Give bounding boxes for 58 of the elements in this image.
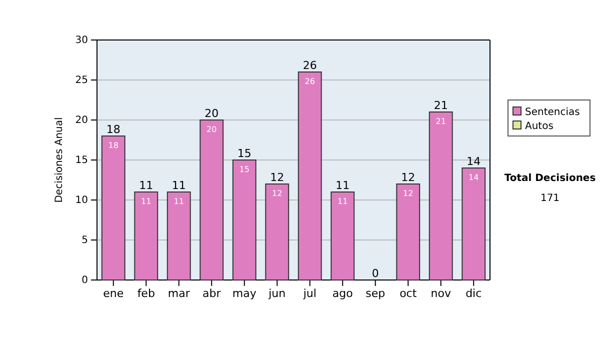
data-label: 15 <box>239 165 250 174</box>
bar <box>428 112 453 280</box>
y-tick-label: 0 <box>82 275 88 286</box>
y-tick-label: 15 <box>75 155 88 166</box>
total-label: 11 <box>139 179 154 192</box>
legend-label: Autos <box>525 121 554 132</box>
y-tick-label: 25 <box>75 75 88 86</box>
total-label: 20 <box>204 107 219 120</box>
total-label: 14 <box>466 155 481 168</box>
x-tick-label: sep <box>366 286 386 300</box>
y-tick-label: 5 <box>82 235 88 246</box>
text: Total Decisiones <box>504 173 596 184</box>
x-tick-label: ene <box>103 286 124 300</box>
bar <box>232 160 256 280</box>
data-label: 11 <box>141 197 152 206</box>
x-tick-label: may <box>232 286 257 300</box>
legend-label: Sentencias <box>525 107 580 118</box>
text: 171 <box>540 193 560 204</box>
data-label: 11 <box>338 197 348 206</box>
data-label: 26 <box>304 77 315 86</box>
bar <box>200 120 224 280</box>
data-label: 11 <box>174 197 184 206</box>
y-tick-label: 20 <box>75 115 88 126</box>
x-tick-label: mar <box>168 286 190 300</box>
bar <box>330 192 355 280</box>
bar <box>298 72 322 280</box>
total-label: 12 <box>401 171 416 184</box>
x-tick-label: jun <box>268 286 286 300</box>
x-tick-label: feb <box>137 286 155 300</box>
bar <box>462 168 486 280</box>
bar <box>166 192 191 280</box>
total-label: 11 <box>336 179 350 192</box>
bar <box>265 184 290 280</box>
total-label: 0 <box>372 267 379 280</box>
x-tick-label: oct <box>400 286 418 300</box>
x-tick-label: nov <box>430 286 452 300</box>
y-tick-label: 10 <box>75 195 88 206</box>
bar <box>396 184 420 280</box>
total-label: 26 <box>302 59 317 72</box>
x-tick-label: abr <box>202 286 222 300</box>
y-axis-title: Decisiones Anual <box>54 117 65 203</box>
total-label: 18 <box>106 123 120 136</box>
total-label: 15 <box>237 147 252 160</box>
y-tick-label: 30 <box>75 35 88 46</box>
data-label: 12 <box>403 189 414 198</box>
bar <box>134 192 158 280</box>
bar <box>101 136 126 280</box>
x-tick-label: ago <box>332 286 354 300</box>
total-label: 11 <box>172 179 186 192</box>
x-tick-label: jul <box>302 286 316 300</box>
data-label: 12 <box>272 189 282 198</box>
data-label: 18 <box>108 141 118 150</box>
data-label: 14 <box>468 173 479 182</box>
data-label: 21 <box>436 117 446 126</box>
data-label: 20 <box>206 125 217 134</box>
total-label: 21 <box>434 99 448 112</box>
total-label: 12 <box>270 171 284 184</box>
x-tick-label: dic <box>466 286 482 300</box>
